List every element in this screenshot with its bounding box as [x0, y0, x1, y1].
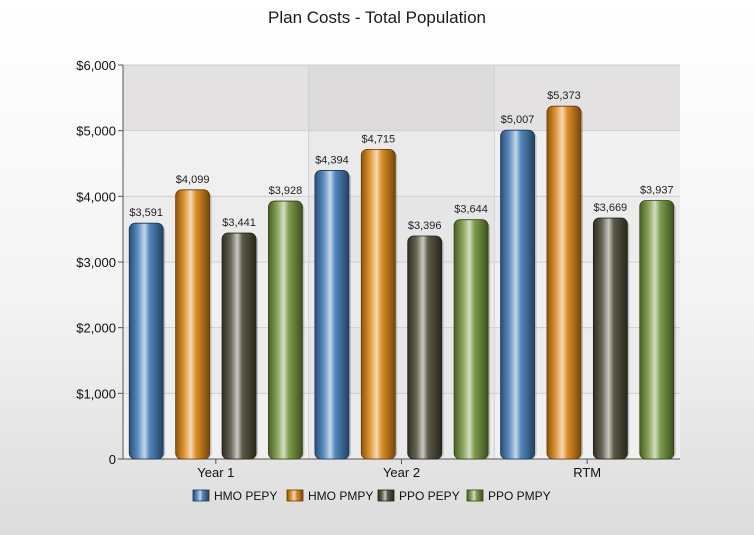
y-tick-label: $4,000: [76, 189, 116, 204]
chart-title: Plan Costs - Total Population: [268, 8, 486, 27]
data-label: $5,373: [547, 90, 581, 102]
grid-band: [123, 393, 680, 459]
y-tick-label: 0: [109, 452, 116, 467]
legend-label: HMO PEPY: [214, 489, 277, 503]
data-label: $3,441: [222, 217, 256, 229]
legend-label: PPO PMPY: [488, 489, 551, 503]
bar: [500, 129, 535, 460]
legend-swatch: [377, 489, 395, 502]
bar: [314, 170, 350, 460]
x-tick-label: RTM: [573, 465, 601, 480]
y-tick-label: $6,000: [76, 58, 116, 73]
bar: [221, 232, 257, 460]
data-label: $4,099: [176, 174, 210, 186]
bar: [639, 200, 675, 460]
grid-band: [123, 130, 680, 197]
data-label: $4,715: [361, 133, 395, 145]
data-label: $3,937: [640, 184, 674, 196]
bar: [268, 200, 303, 460]
legend-swatch: [192, 489, 210, 502]
bar: [453, 219, 489, 460]
data-label: $4,394: [315, 154, 349, 166]
y-tick-label: $1,000: [76, 386, 116, 401]
bar: [592, 217, 628, 460]
y-tick-label: $3,000: [76, 255, 116, 270]
legend-swatch: [286, 489, 304, 502]
y-tick-label: $5,000: [76, 124, 116, 139]
x-tick-label: Year 2: [383, 465, 420, 480]
data-label: $3,669: [594, 202, 628, 214]
grid-band: [123, 196, 680, 262]
legend-label: HMO PMPY: [308, 489, 373, 503]
legend: HMO PEPY HMO PMPY PPO PEPY PPO PMPY: [192, 489, 551, 503]
legend-swatch: [466, 489, 484, 502]
bar: [175, 189, 211, 460]
data-label: $3,644: [454, 204, 488, 216]
data-label: $3,591: [129, 207, 163, 219]
y-tick-label: $2,000: [76, 321, 116, 336]
data-label: $5,007: [501, 114, 535, 126]
bar: [407, 235, 443, 460]
grid-band: [123, 327, 680, 394]
data-label: $3,928: [269, 185, 303, 197]
plot-area: 0 $1,000 $2,000 $3,000 $4,000 $5,000 $6,000 $3,…: [76, 58, 680, 480]
x-tick-label: Year 1: [197, 465, 234, 480]
grid-band: [123, 262, 680, 328]
bar: [546, 105, 582, 460]
data-label: $3,396: [408, 220, 442, 232]
bar: [128, 222, 164, 460]
legend-label: PPO PEPY: [399, 489, 460, 503]
bar: [360, 148, 396, 460]
grid-band: [123, 65, 680, 131]
